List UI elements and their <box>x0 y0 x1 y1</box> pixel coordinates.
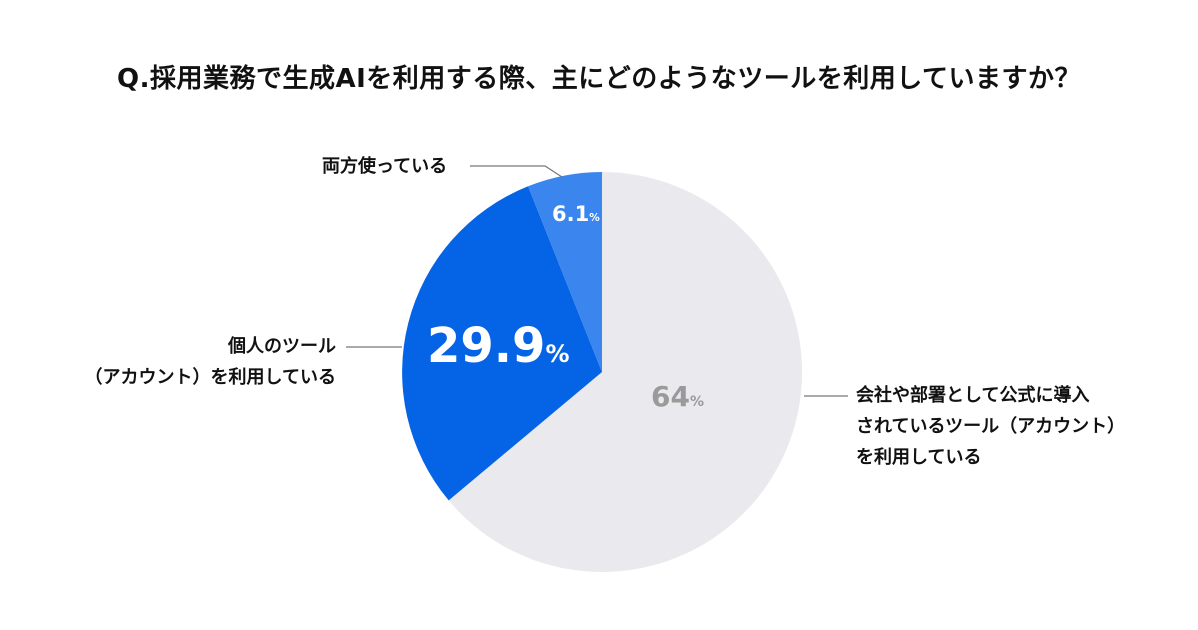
chart-title: Q.採用業務で生成AIを利用する際、主にどのようなツールを利用していますか？ <box>117 64 1081 94</box>
slice-personal <box>402 186 602 501</box>
value-both: 6.1% <box>552 202 600 226</box>
label-both: 両方使っている <box>322 156 448 177</box>
slice-official <box>448 172 803 572</box>
value-official: 64% <box>651 380 704 413</box>
label-official: 会社や部署として公式に導入 されているツール（アカウント） を利用している <box>856 385 1126 468</box>
label-personal: 個人のツール （アカウント）を利用している <box>84 336 336 388</box>
leader-both <box>470 165 563 178</box>
value-personal: 29.9% <box>427 318 570 374</box>
slice-both <box>528 172 602 372</box>
